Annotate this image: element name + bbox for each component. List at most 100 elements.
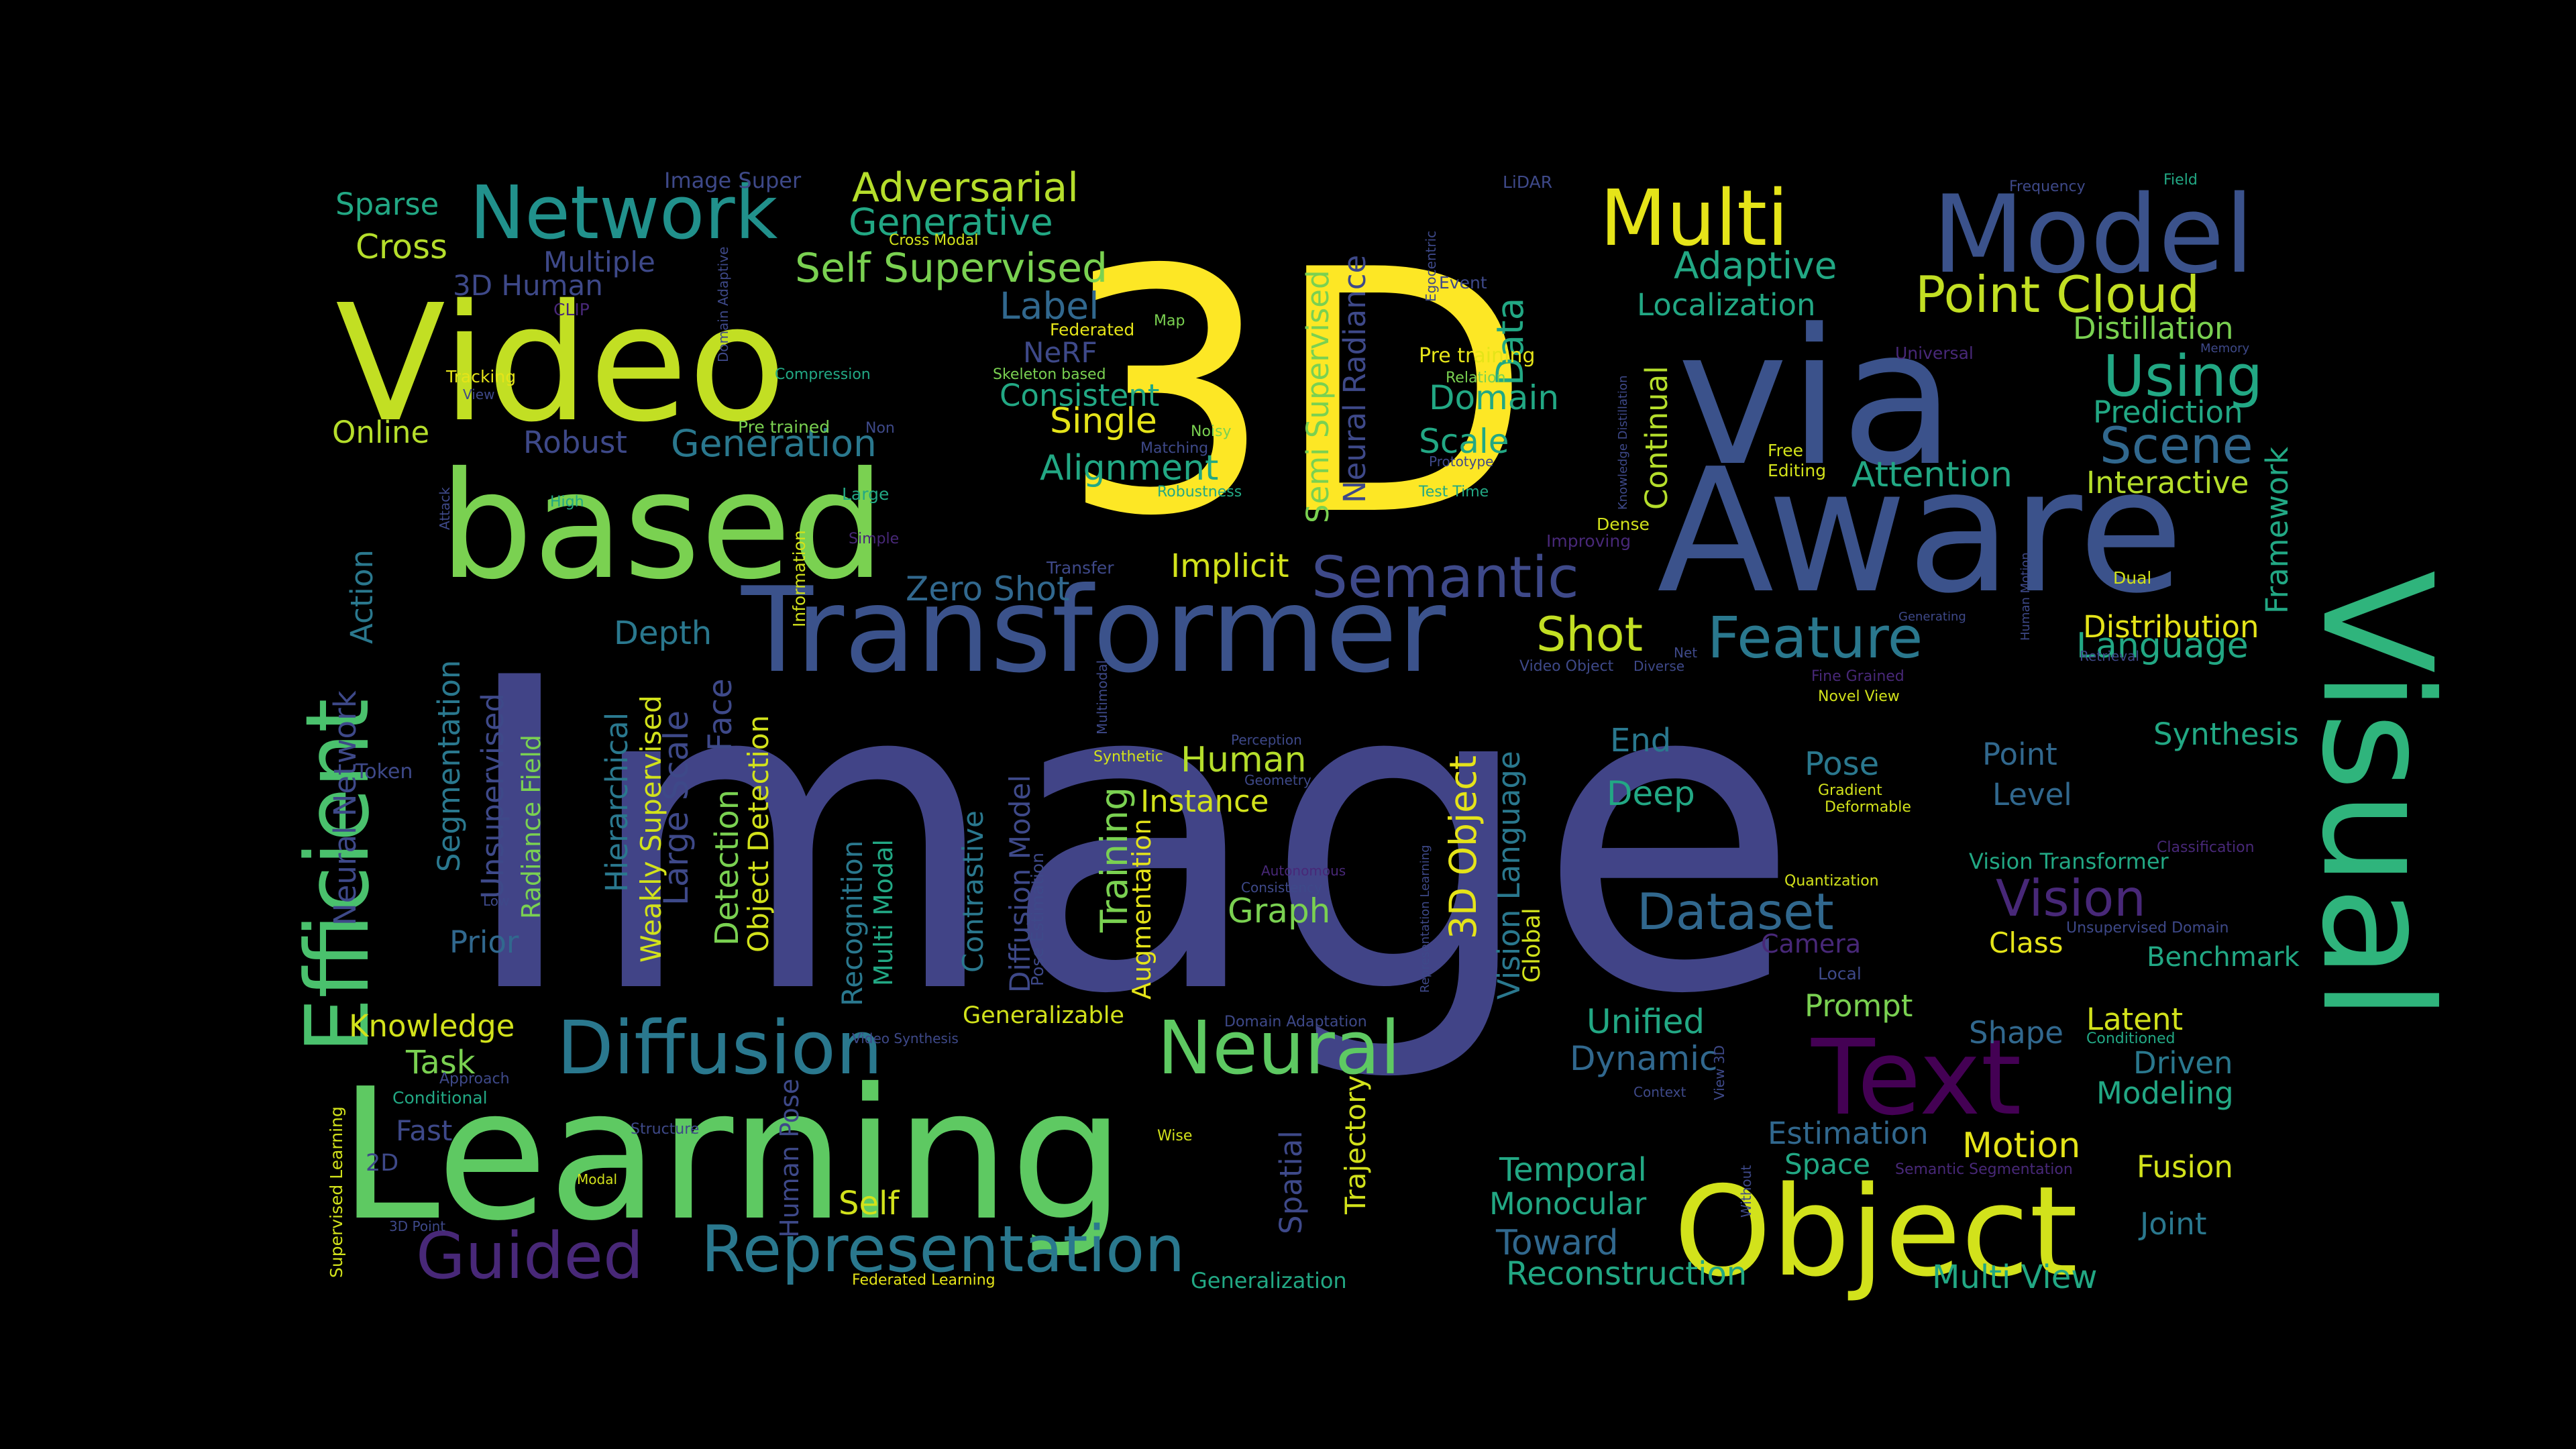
word-diffusion-model: Diffusion Model (1004, 775, 1036, 993)
word-prediction: Prediction (2093, 394, 2243, 430)
word-structure: Structure (631, 1121, 699, 1138)
word-via: via (1677, 289, 1955, 508)
word-aware: Aware (1657, 432, 2184, 631)
word-large: Large (842, 484, 889, 504)
word-unified: Unified (1587, 1002, 1705, 1041)
word-face: Face (702, 678, 739, 751)
word-prior: Prior (449, 924, 519, 960)
word-semantic: Semantic (1311, 545, 1579, 611)
word-vision: Vision (1996, 869, 2146, 928)
word-geometry: Geometry (1244, 772, 1311, 788)
word-map: Map (1154, 313, 1185, 329)
word-dataset: Dataset (1637, 882, 1834, 941)
word-self: Self (839, 1185, 900, 1222)
word-context: Context (1633, 1084, 1686, 1100)
word-information: Information (790, 530, 809, 627)
word-human-pose: Human Pose (775, 1079, 804, 1238)
word-weakly-supervised: Weakly Supervised (635, 695, 667, 963)
word-transfer: Transfer (1046, 558, 1114, 578)
word-semantic-segmentation: Semantic Segmentation (1895, 1161, 2073, 1178)
word-temporal: Temporal (1499, 1151, 1647, 1189)
word-recognition: Recognition (836, 841, 869, 1006)
word-shot: Shot (1536, 607, 1643, 662)
word-multi-view: Multi View (1932, 1258, 2098, 1296)
word-representation: Representation (701, 1213, 1185, 1287)
word-single: Single (1050, 401, 1157, 441)
word-contrastive: Contrastive (957, 810, 989, 973)
word-benchmark: Benchmark (2147, 942, 2300, 973)
word-distillation: Distillation (2073, 311, 2234, 346)
word-view-3d: View 3D (1711, 1045, 1727, 1100)
word-generative: Generative (849, 201, 1053, 244)
word-multimodal: Multimodal (1094, 660, 1110, 735)
word-robustness: Robustness (1157, 484, 1242, 500)
word-unsupervised: Unsupervised (475, 693, 511, 899)
word-label: Label (1000, 284, 1099, 327)
word-cross: Cross (356, 227, 447, 266)
word-test-time: Test Time (1418, 484, 1489, 500)
word-diffusion: Diffusion (557, 1005, 883, 1091)
word-vision-transformer: Vision Transformer (1969, 849, 2169, 874)
word-segmentation: Segmentation (431, 660, 467, 872)
word-domain: Domain (1429, 378, 1559, 417)
word-point-cloud: Point Cloud (1915, 265, 2200, 324)
word-depth: Depth (614, 614, 712, 652)
word-training: Training (1093, 787, 1136, 933)
word-conditional: Conditional (392, 1088, 488, 1108)
word-knowledge-distillation: Knowledge Distillation (1616, 376, 1630, 510)
word-conditioned: Conditioned (2086, 1030, 2175, 1047)
word-domain-adaptive: Domain Adaptive (715, 247, 731, 362)
word-fusion: Fusion (2137, 1149, 2233, 1185)
word-multiple: Multiple (543, 246, 655, 278)
word-dense: Dense (1597, 515, 1650, 534)
word-image-super: Image Super (664, 168, 802, 193)
word-simple: Simple (849, 531, 899, 547)
word-multi: Multi (1600, 174, 1788, 264)
word-generalization: Generalization (1191, 1268, 1347, 1293)
word-diverse: Diverse (1633, 658, 1684, 674)
word-improving: Improving (1546, 531, 1631, 551)
word-video: Video (335, 270, 786, 458)
word-non: Non (865, 420, 895, 437)
word-token: Token (355, 760, 413, 784)
word-model: Model (1932, 172, 2254, 297)
word-modal: Modal (577, 1171, 617, 1187)
word-frequency: Frequency (2009, 178, 2086, 195)
word-wise: Wise (1157, 1128, 1192, 1144)
word-text: Text (1811, 1017, 2021, 1138)
word-scene: Scene (2100, 416, 2253, 475)
word-radiance-field: Radiance Field (517, 735, 546, 919)
word-pose-estimation: Pose Estimation (1028, 853, 1047, 986)
word-motion: Motion (1962, 1126, 2080, 1166)
word-autonomous: Autonomous (1261, 863, 1346, 879)
word-instance: Instance (1140, 784, 1269, 819)
word-action: Action (344, 549, 380, 644)
word-distribution: Distribution (2083, 609, 2259, 645)
word-compression: Compression (775, 366, 871, 383)
word-toward: Toward (1495, 1223, 1619, 1263)
word-reconstruction: Reconstruction (1506, 1255, 1747, 1293)
word-federated: Federated (1050, 320, 1134, 339)
word-learning: Learning (339, 1049, 1125, 1260)
word-field: Field (2163, 172, 2198, 189)
word-high: High (550, 494, 584, 511)
word-retrieval: Retrieval (2080, 648, 2139, 664)
word-attack: Attack (437, 487, 453, 530)
word-generalizable: Generalizable (963, 1002, 1124, 1029)
word-augmentation: Augmentation (1127, 818, 1157, 1000)
word-3d-object: 3D Object (1442, 755, 1485, 939)
word-prompt: Prompt (1805, 988, 1913, 1024)
word-gradient: Gradient (1818, 782, 1882, 799)
word-matching: Matching (1140, 440, 1208, 457)
word-domain-adaptation: Domain Adaptation (1224, 1014, 1367, 1030)
word-monocular: Monocular (1489, 1186, 1647, 1222)
word-point: Point (1982, 737, 2057, 772)
word-supervised-learning: Supervised Learning (327, 1106, 346, 1278)
word-fast: Fast (396, 1114, 452, 1147)
word-based: based (439, 440, 885, 612)
word-editing: Editing (1768, 461, 1826, 480)
word-estimation: Estimation (1768, 1116, 1929, 1151)
word-3d-human: 3D Human (453, 269, 603, 302)
word-video-synthesis: Video Synthesis (852, 1030, 959, 1046)
